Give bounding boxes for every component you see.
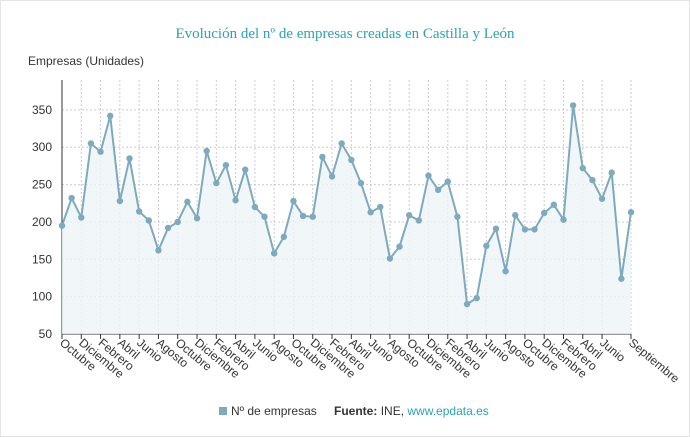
point <box>203 147 210 155</box>
point <box>434 186 442 194</box>
source-link[interactable]: www.epdata.es <box>406 404 488 418</box>
point <box>242 166 249 173</box>
point <box>521 226 529 233</box>
y-tick-label: 350 <box>32 103 52 117</box>
y-tick-label: 300 <box>32 140 52 154</box>
legend: Nº de empresas Fuente: INE, www.epdata.e… <box>219 404 489 418</box>
point <box>579 164 586 172</box>
point <box>569 102 577 109</box>
point <box>598 195 606 202</box>
point <box>348 156 355 164</box>
point <box>405 212 413 219</box>
point <box>232 197 239 204</box>
point <box>367 209 374 216</box>
point <box>193 215 201 222</box>
point <box>116 197 124 205</box>
point <box>608 169 615 176</box>
point <box>251 203 259 211</box>
point <box>483 242 490 250</box>
point <box>473 294 480 302</box>
point <box>531 226 538 233</box>
point <box>299 212 307 220</box>
point <box>338 140 345 147</box>
point <box>97 148 104 155</box>
point <box>541 209 548 217</box>
y-tick-label: 100 <box>32 290 52 304</box>
point <box>107 112 114 120</box>
point <box>560 216 567 223</box>
point <box>261 213 268 220</box>
point <box>627 209 635 216</box>
point <box>319 153 326 161</box>
point <box>213 179 220 187</box>
y-tick-label: 150 <box>32 252 52 266</box>
point <box>415 217 423 224</box>
source: Fuente: INE, www.epdata.es <box>334 404 489 418</box>
point <box>184 198 191 205</box>
point <box>174 218 181 226</box>
point <box>328 173 336 180</box>
point <box>135 208 143 215</box>
point <box>454 213 461 220</box>
point <box>87 140 95 147</box>
y-tick-label: 200 <box>32 215 52 229</box>
source-label: Fuente: <box>334 404 377 418</box>
area <box>62 105 631 335</box>
legend-label: Nº de empresas <box>231 404 317 418</box>
point <box>309 213 316 220</box>
point <box>550 201 558 208</box>
point <box>396 243 403 250</box>
point <box>377 203 384 211</box>
point <box>270 250 278 257</box>
point <box>164 224 172 232</box>
point <box>512 212 519 219</box>
point <box>386 255 394 262</box>
point <box>126 155 133 162</box>
point <box>444 178 451 185</box>
y-tick-label: 250 <box>32 178 52 192</box>
y-tick-label: 50 <box>39 327 53 341</box>
point <box>492 225 500 232</box>
point <box>68 194 75 202</box>
chart-title: Evolución del nº de empresas creadas en … <box>175 26 515 42</box>
point <box>502 268 509 275</box>
point <box>58 222 66 229</box>
point <box>357 179 365 187</box>
point <box>280 233 288 241</box>
point <box>222 161 230 169</box>
point <box>463 300 471 308</box>
point <box>425 172 432 179</box>
legend-swatch <box>219 407 227 415</box>
point <box>78 214 85 221</box>
source-text: INE, <box>381 404 404 418</box>
point <box>618 275 625 282</box>
point <box>290 197 297 205</box>
y-axis-label: Empresas (Unidades) <box>28 54 144 68</box>
point <box>155 247 162 254</box>
point <box>145 217 152 224</box>
point <box>589 176 596 184</box>
